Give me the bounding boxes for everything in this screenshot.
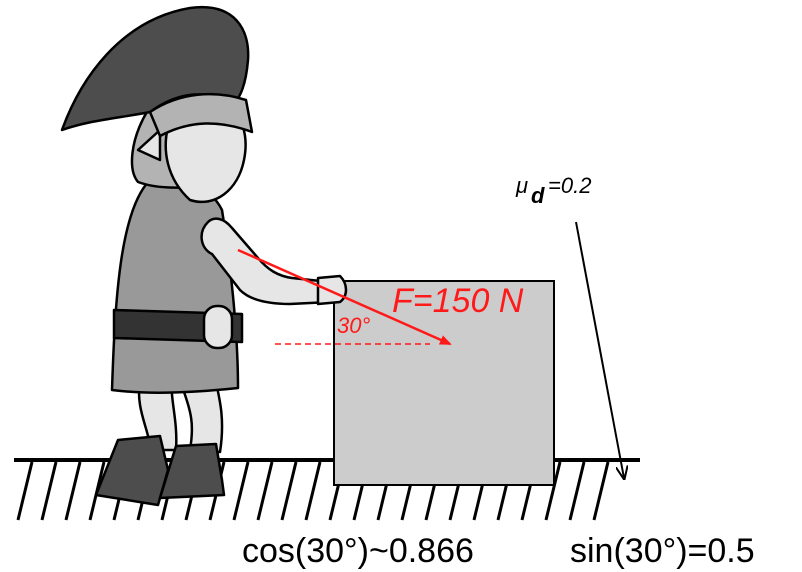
cos-formula: cos(30°)~0.866 [242, 532, 474, 570]
elf-left-boot [94, 434, 170, 507]
elf-ear [136, 128, 162, 162]
mu-value: =0.2 [548, 173, 591, 198]
friction-pointer-arrow [575, 221, 624, 478]
force-label: F=150 N [392, 282, 524, 320]
elf-hat [60, 5, 250, 132]
angle-label: 30° [337, 313, 370, 338]
mu-symbol: μ [515, 173, 528, 198]
mu-subscript: d [531, 183, 545, 208]
elf-tunic [110, 177, 240, 394]
force-arrow [237, 248, 452, 346]
elf-hand [316, 274, 348, 306]
friction-coefficient-label: μ d =0.2 [515, 173, 591, 208]
pushed-box [333, 280, 555, 486]
elf-character [60, 5, 348, 507]
elf-hat-brim [148, 92, 254, 138]
elf-right-boot [158, 442, 226, 500]
elf-front-leg [178, 376, 224, 454]
elf-belt-buckle [202, 304, 234, 350]
sin-formula: sin(30°)=0.5 [570, 532, 755, 570]
